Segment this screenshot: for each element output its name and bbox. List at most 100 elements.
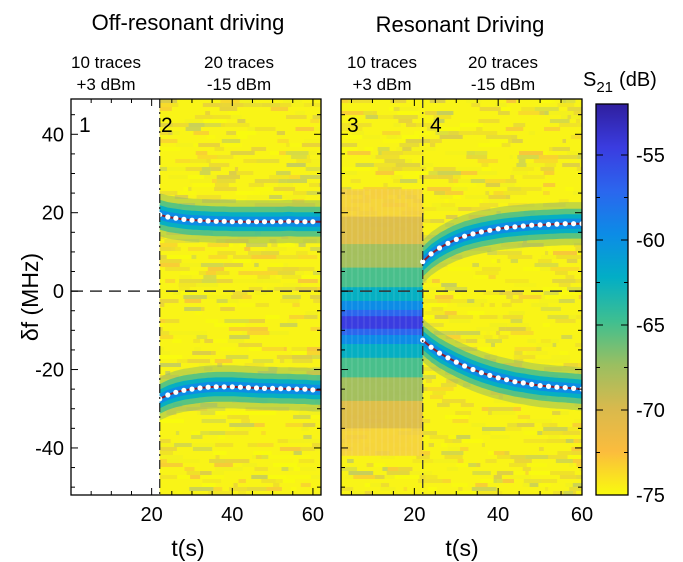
noise-cell [201,307,205,311]
noise-cell [519,355,536,359]
noise-cell [426,279,432,283]
noise-cell [159,103,172,107]
noise-cell [435,295,454,299]
noise-cell [179,459,200,463]
data-point [462,363,468,369]
data-point [213,218,219,224]
noise-cell [298,459,315,463]
colorbar-tick-label: -55 [636,145,665,167]
data-point [205,384,211,390]
noise-cell [189,179,213,183]
data-point [504,225,510,231]
noise-cell [567,287,582,291]
noise-cell [414,207,437,211]
noise-cell [556,255,575,259]
noise-cell [493,191,504,195]
noise-cell [430,395,444,399]
noise-cell [159,363,181,367]
noise-cell [198,143,220,147]
noise-cell [159,335,174,339]
noise-cell [542,431,563,435]
noise-cell [347,151,371,155]
noise-cell [159,247,172,251]
noise-cell [475,179,486,183]
stripe [374,189,377,456]
noise-cell [502,479,514,483]
noise-cell [572,459,582,463]
noise-cell [221,123,225,127]
noise-cell [471,487,497,491]
noise-cell [485,183,501,187]
noise-cell [454,183,477,187]
noise-cell [167,167,186,171]
noise-cell [552,147,570,151]
noise-cell [159,263,180,267]
noise-cell [489,303,495,307]
noise-cell [505,279,529,283]
noise-cell [548,111,574,115]
noise-cell [543,427,568,431]
stripe [392,189,395,456]
noise-cell [505,127,524,131]
noise-cell [341,171,357,175]
noise-cell [447,267,472,271]
data-point [512,379,518,385]
noise-cell [439,135,463,139]
noise-cell [491,411,516,415]
noise-cell [220,307,235,311]
noise-cell [225,431,249,435]
noise-cell [421,323,444,327]
noise-cell [346,135,363,139]
noise-cell [550,471,575,475]
noise-cell [204,339,214,343]
noise-cell [531,303,549,307]
noise-cell [518,295,542,299]
noise-cell [341,123,349,127]
noise-cell [271,243,278,247]
data-point [428,344,434,350]
y-tick-label: 20 [42,203,64,225]
noise-cell [303,439,321,443]
noise-cell [550,267,563,271]
noise-cell [159,235,165,239]
noise-cell [493,479,498,483]
noise-cell [508,139,512,143]
noise-cell [540,167,555,171]
noise-cell [454,491,478,495]
noise-cell [159,351,171,355]
noise-cell [196,335,208,339]
noise-cell [571,451,582,455]
noise-cell [526,463,547,467]
noise-cell [405,159,412,163]
noise-cell [192,447,213,451]
noise-cell [199,171,211,175]
noise-cell [191,443,216,447]
noise-cell [306,155,310,159]
noise-cell [545,251,549,255]
noise-cell [442,387,454,391]
noise-cell [496,331,500,335]
noise-cell [432,391,446,395]
noise-cell [539,111,545,115]
noise-cell [480,303,485,307]
noise-cell [510,135,518,139]
noise-cell [247,195,270,199]
noise-cell [225,355,249,359]
noise-cell [159,319,165,323]
noise-cell [444,287,468,291]
noise-cell [212,179,217,183]
noise-cell [289,143,302,147]
noise-cell [295,271,304,275]
noise-cell [175,143,194,147]
noise-cell [273,483,280,487]
left-axes-frame [70,98,322,496]
noise-cell [436,111,454,115]
noise-cell [230,115,242,119]
noise-cell [269,331,289,335]
noise-cell [422,291,426,295]
noise-cell [191,255,197,259]
noise-cell [475,483,488,487]
noise-cell [215,443,234,447]
left-seg2-power: -15 dBm [207,75,271,94]
noise-cell [227,299,239,303]
